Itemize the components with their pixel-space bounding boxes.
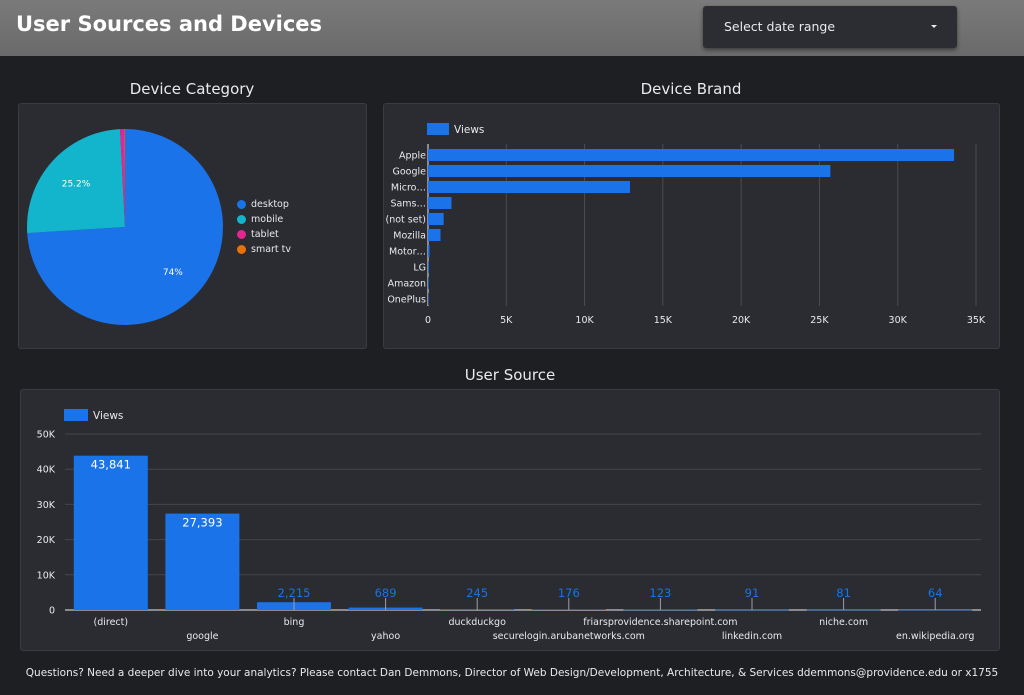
pie-slice-smart-tv[interactable]: [124, 129, 125, 227]
x-tick-label: friarsprovidence.sharepoint.com: [583, 617, 737, 628]
device-category-panel: 74% 25.2% desktop mobile tablet smart tv: [18, 103, 367, 349]
y-tick-label: Sams…: [390, 199, 426, 210]
device-brand-bar-chart: Views 0 5K 10K 15K 20K 25K 30K 35K Apple Google Mic…: [385, 123, 986, 326]
bar-micro[interactable]: [428, 181, 630, 193]
date-range-label: Select date range: [724, 19, 836, 34]
bar-lg[interactable]: [428, 261, 429, 273]
x-tick-label: securelogin.arubanetworks.com: [493, 631, 645, 642]
data-label: 64: [928, 586, 943, 600]
y-tick-label: 40K: [37, 465, 56, 476]
x-tick-label: 20K: [732, 315, 751, 326]
pie-slice-label: 74%: [163, 268, 183, 278]
bar-apple[interactable]: [428, 149, 955, 161]
y-tick-label: 10K: [37, 570, 56, 581]
x-tick-label: 15K: [654, 315, 673, 326]
x-tick-label: bing: [284, 617, 305, 628]
y-tick-label: 30K: [37, 500, 56, 511]
date-range-dropdown[interactable]: Select date range: [703, 6, 957, 48]
report-header: User Sources and Devices Select date ran…: [0, 0, 1024, 56]
user-source-title: User Source: [464, 366, 556, 384]
x-tick-label: 30K: [889, 315, 908, 326]
x-tick-label: 35K: [967, 315, 986, 326]
data-label: 27,393: [182, 516, 222, 530]
x-tick-label: en.wikipedia.org: [896, 631, 974, 642]
legend-dot-icon: [237, 230, 246, 239]
pie-slice-label: 25.2%: [62, 179, 91, 189]
legend-swatch-icon: [427, 123, 449, 135]
x-tick-label: (direct): [94, 617, 129, 628]
x-tick-label: linkedin.com: [722, 631, 782, 642]
device-category-pie-chart: 74% 25.2%: [27, 129, 223, 325]
legend-item-desktop[interactable]: desktop: [251, 199, 289, 210]
user-source-bar-chart: Views 0 10K 20K 30K 40K 50K 43,841 (direct) 27,39…: [37, 409, 981, 642]
bar-google[interactable]: [165, 513, 240, 610]
y-tick-label: Google: [392, 167, 426, 178]
y-tick-label: Apple: [399, 151, 426, 162]
bar-not-set[interactable]: [428, 213, 444, 225]
data-label: 81: [836, 586, 851, 600]
bar-google[interactable]: [428, 165, 831, 177]
legend-dot-icon: [237, 200, 246, 209]
y-tick-label: 20K: [37, 535, 56, 546]
bar-sams[interactable]: [428, 197, 452, 209]
x-tick-label: duckduckgo: [448, 617, 506, 628]
data-label: 245: [466, 586, 488, 600]
device-brand-title: Device Brand: [640, 80, 742, 98]
data-label: 2,215: [278, 586, 311, 600]
legend-label: Views: [454, 124, 484, 136]
y-tick-label: Amazon: [388, 279, 426, 290]
x-tick-label: 25K: [810, 315, 829, 326]
y-tick-label: Micro…: [391, 183, 426, 194]
bar-en-wikipedia-org[interactable]: [898, 609, 973, 611]
legend-dot-icon: [237, 245, 246, 254]
dropdown-caret-icon: [931, 25, 937, 28]
x-tick-label: yahoo: [371, 631, 400, 642]
bar-mozilla[interactable]: [428, 229, 441, 241]
device-brand-panel: Views 0 5K 10K 15K 20K 25K 30K 35K Apple Google Mic…: [383, 103, 1000, 349]
x-tick-label: 0: [425, 315, 431, 326]
legend-label: Views: [93, 410, 123, 422]
user-source-panel: Views 0 10K 20K 30K 40K 50K 43,841 (direct) 27,39…: [20, 389, 1000, 651]
data-label: 43,841: [91, 458, 131, 472]
data-label: 91: [745, 586, 760, 600]
legend-swatch-icon: [64, 409, 88, 421]
legend-dot-icon: [237, 215, 246, 224]
legend-item-smart-tv[interactable]: smart tv: [251, 244, 292, 255]
data-label: 689: [375, 586, 397, 600]
y-tick-label: Mozilla: [393, 231, 426, 242]
data-label: 123: [649, 586, 671, 600]
y-tick-label: OnePlus: [387, 295, 426, 306]
y-tick-label: 0: [49, 606, 55, 617]
data-label: 176: [558, 586, 580, 600]
y-tick-label: (not set): [385, 215, 426, 226]
page-title: User Sources and Devices: [16, 12, 323, 36]
bar-motor[interactable]: [428, 245, 430, 257]
y-tick-label: Motor…: [389, 247, 426, 258]
device-category-title: Device Category: [129, 80, 255, 98]
footer-contact-note: Questions? Need a deeper dive into your …: [25, 667, 999, 679]
y-tick-label: LG: [413, 263, 426, 274]
bar-niche-com[interactable]: [806, 609, 881, 611]
legend-item-mobile[interactable]: mobile: [251, 214, 284, 225]
y-tick-label: 50K: [37, 430, 56, 441]
x-tick-label: 10K: [575, 315, 594, 326]
legend-item-tablet[interactable]: tablet: [251, 229, 279, 240]
x-tick-label: 5K: [500, 315, 513, 326]
bar-amazon[interactable]: [428, 277, 429, 289]
pie-slice-desktop[interactable]: [27, 129, 223, 325]
pie-slice-mobile[interactable]: [27, 129, 125, 234]
x-tick-label: google: [186, 631, 218, 642]
pie-slice-tablet[interactable]: [120, 129, 125, 227]
bar-direct[interactable]: [73, 455, 148, 610]
x-tick-label: niche.com: [819, 617, 868, 628]
